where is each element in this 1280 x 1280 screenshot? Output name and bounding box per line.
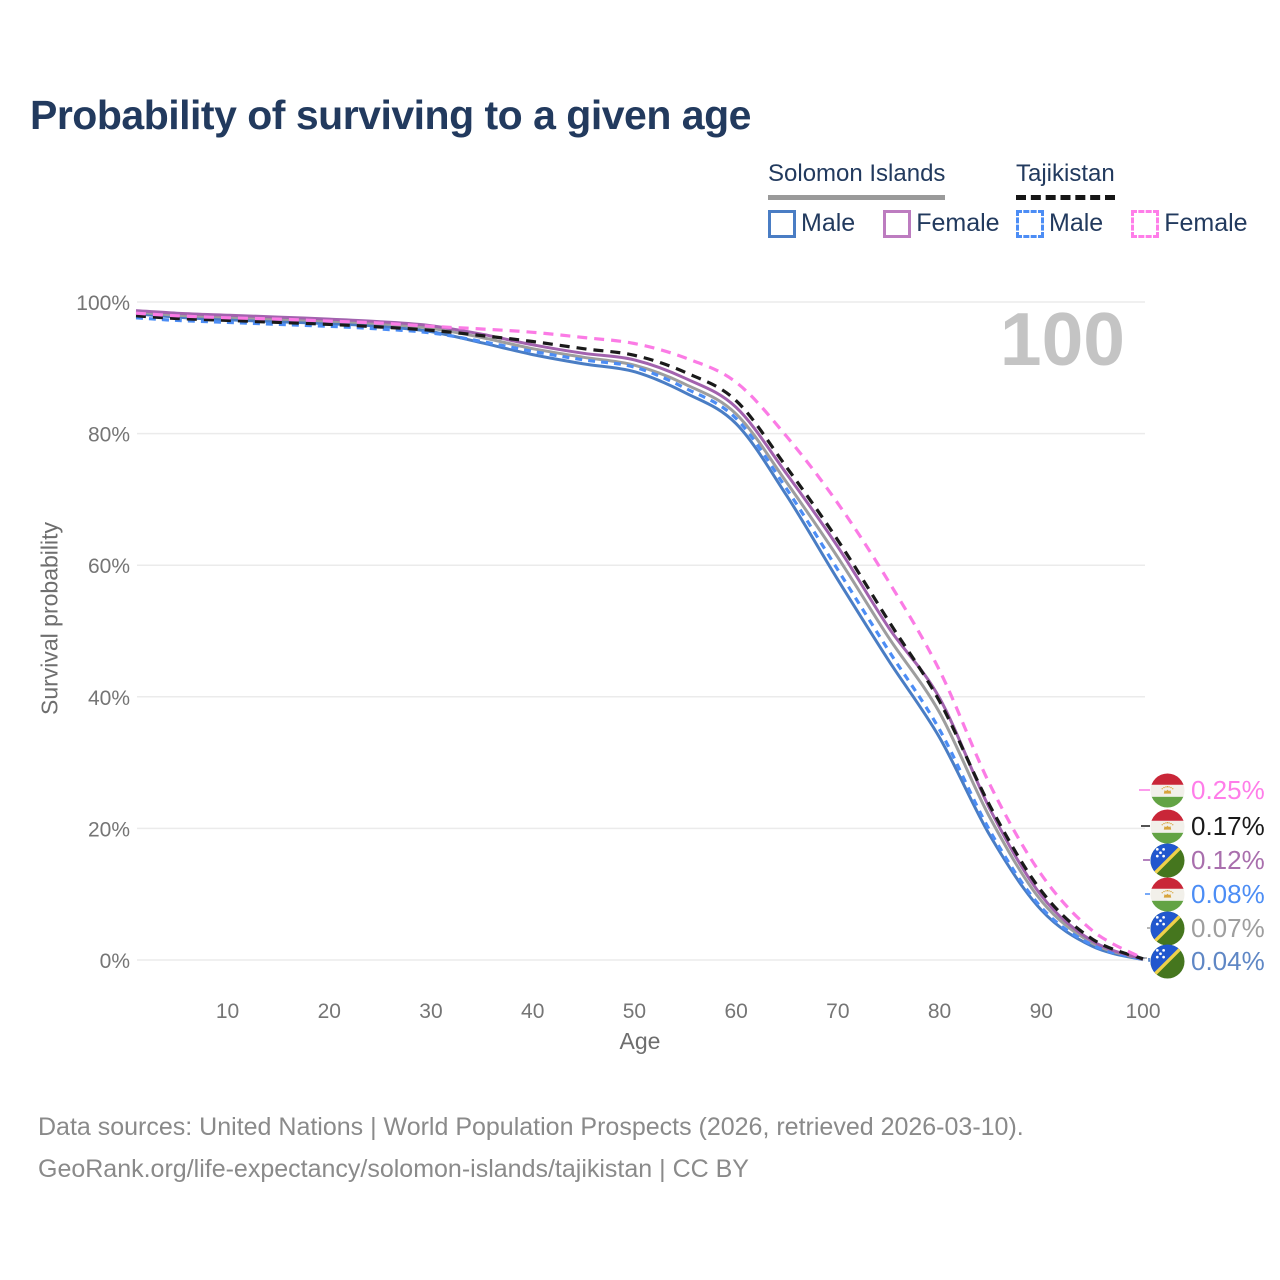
legend-header-solomon-islands: Solomon Islands <box>768 160 946 200</box>
legend-items-solomon-islands: Male Female <box>768 209 1000 238</box>
legend-group-solomon-islands: Solomon Islands Male Female <box>768 160 1000 238</box>
legend-header-tajikistan: Tajikistan <box>1016 160 1115 200</box>
x-tick-label: 60 <box>724 1000 747 1023</box>
series-line-tajikistan-female[interactable] <box>135 311 1144 960</box>
y-tick-label: 80% <box>88 424 130 447</box>
y-axis-title: Survival probability <box>36 521 63 716</box>
x-tick-label: 100 <box>1125 1000 1160 1023</box>
legend-label: Male <box>1049 209 1104 237</box>
end-label-value: 0.17% <box>1191 810 1265 841</box>
tajikistan-flag-icon <box>1150 809 1185 844</box>
x-tick-label: 50 <box>623 1000 646 1023</box>
series-line-solomon-islands-female[interactable] <box>135 309 1144 961</box>
end-label-connector <box>1143 927 1150 959</box>
end-label-connector <box>1143 859 1150 861</box>
series-line-solomon-islands-both-sexes[interactable] <box>135 310 1144 961</box>
end-label-connector <box>1143 893 1150 959</box>
end-label-connector <box>1139 789 1150 959</box>
end-label-value: 0.04% <box>1191 945 1265 976</box>
end-label-value: 0.25% <box>1191 774 1265 805</box>
end-label-row[interactable]: 0.08% <box>1150 876 1265 912</box>
solomon-islands-flag-icon <box>1150 944 1185 979</box>
caption: Data sources: United Nations | World Pop… <box>38 1106 1024 1190</box>
series-line-solomon-islands-male[interactable] <box>135 312 1144 962</box>
page-title: Probability of surviving to a given age <box>30 92 751 138</box>
tajikistan-flag-icon <box>1150 773 1185 808</box>
end-label-row[interactable]: 0.07% <box>1150 910 1265 946</box>
end-label-row[interactable]: 0.04% <box>1150 943 1265 979</box>
x-tick-label: 90 <box>1030 1000 1053 1023</box>
legend-label: Male <box>801 209 856 237</box>
legend-item-si-female[interactable]: Female <box>883 209 1000 238</box>
hover-age-watermark: 100 <box>999 297 1125 381</box>
y-tick-label: 20% <box>88 818 130 841</box>
legend-label: Female <box>1164 209 1248 237</box>
y-tick-label: 40% <box>88 687 130 710</box>
x-tick-label: 30 <box>419 1000 442 1023</box>
caption-line-2: GeoRank.org/life-expectancy/solomon-isla… <box>38 1155 749 1183</box>
x-tick-label: 20 <box>318 1000 341 1023</box>
end-label-value: 0.08% <box>1191 878 1265 909</box>
legend-item-si-male[interactable]: Male <box>768 209 855 238</box>
tajikistan-flag-icon <box>1150 877 1185 912</box>
si-male-swatch-icon <box>768 209 796 238</box>
end-label-connector <box>1148 958 1150 962</box>
y-tick-label: 100% <box>76 292 130 315</box>
end-label-row[interactable]: 0.17% <box>1150 808 1265 844</box>
y-tick-label: 0% <box>100 950 130 973</box>
legend-group-tajikistan: Tajikistan Male Female <box>1016 160 1248 238</box>
solomon-islands-flag-icon <box>1150 911 1185 946</box>
legend-label: Female <box>916 209 1000 237</box>
tj-female-swatch-icon <box>1131 209 1160 238</box>
end-label-row[interactable]: 0.12% <box>1150 842 1265 878</box>
si-female-swatch-icon <box>883 209 912 238</box>
x-tick-label: 40 <box>521 1000 544 1023</box>
end-label-row[interactable]: 0.25% <box>1150 772 1265 808</box>
legend-items-tajikistan: Male Female <box>1016 209 1248 238</box>
legend-item-tj-male[interactable]: Male <box>1016 209 1103 238</box>
caption-line-1: Data sources: United Nations | World Pop… <box>38 1113 1024 1141</box>
end-label-connector <box>1141 825 1150 959</box>
solomon-islands-flag-icon <box>1150 843 1185 878</box>
tj-male-swatch-icon <box>1016 209 1044 238</box>
y-tick-label: 60% <box>88 555 130 578</box>
legend-item-tj-female[interactable]: Female <box>1131 209 1248 238</box>
x-tick-label: 70 <box>826 1000 849 1023</box>
end-label-value: 0.07% <box>1191 912 1265 943</box>
x-tick-label: 80 <box>928 1000 951 1023</box>
series-line-tajikistan-male[interactable] <box>135 316 1144 962</box>
x-tick-label: 10 <box>216 1000 239 1023</box>
series-line-tajikistan-both-sexes[interactable] <box>135 314 1144 961</box>
legend: Solomon Islands Male Female Tajikistan M… <box>0 160 1280 240</box>
end-label-value: 0.12% <box>1191 844 1265 875</box>
x-axis-title: Age <box>619 1028 661 1054</box>
